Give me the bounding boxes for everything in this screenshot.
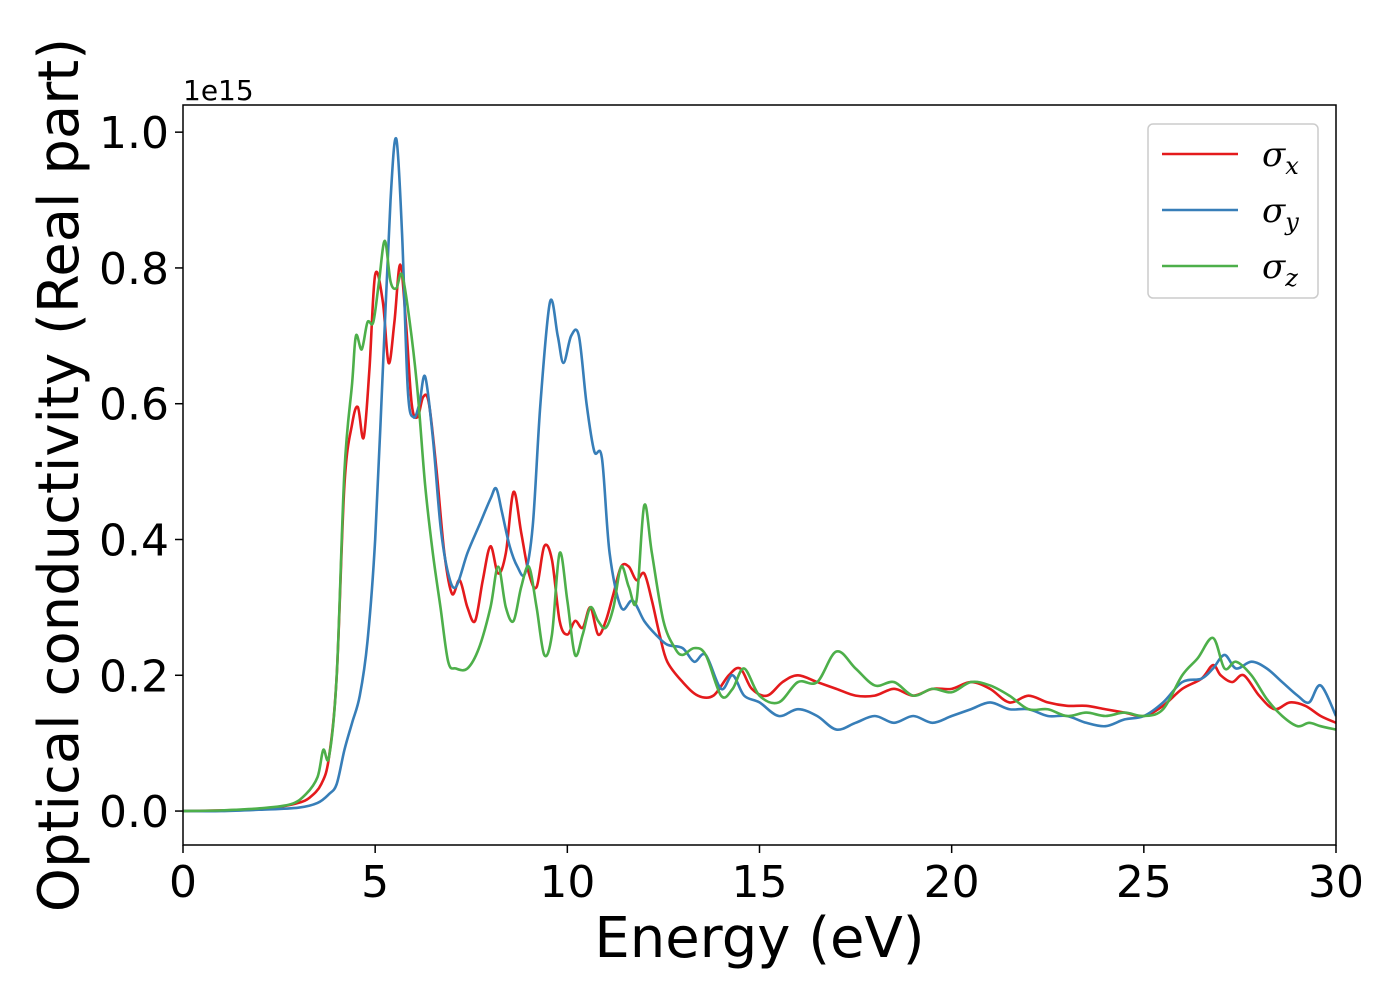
- x-axis: 0 5 10 15 20 25 30: [169, 845, 1364, 908]
- x-tick-label: 10: [539, 857, 595, 908]
- series-layer: [183, 136, 1336, 813]
- legend-label-z: σz: [1262, 247, 1298, 292]
- y-axis-title: Optical conductivity (Real part): [27, 38, 92, 912]
- y-axis: 0.0 0.2 0.4 0.6 0.8 1.0: [99, 108, 183, 838]
- y-tick-label: 1.0: [99, 108, 169, 159]
- x-axis-title: Energy (eV): [594, 906, 924, 971]
- x-tick-label: 30: [1308, 857, 1364, 908]
- legend-symbol: σ: [1262, 191, 1286, 231]
- y-tick-label: 0.8: [99, 244, 169, 295]
- series-line-x: [183, 263, 1336, 813]
- series-line-z: [183, 239, 1336, 813]
- legend-subscript: x: [1285, 152, 1299, 180]
- y-tick-label: 0.2: [99, 651, 169, 702]
- x-tick-label: 0: [169, 857, 197, 908]
- legend-symbol: σ: [1262, 135, 1286, 175]
- x-tick-label: 25: [1116, 857, 1172, 908]
- y-tick-label: 0.4: [99, 515, 169, 566]
- legend-subscript: y: [1284, 208, 1299, 236]
- legend-symbol: σ: [1262, 247, 1286, 287]
- series-line-y: [183, 136, 1336, 813]
- y-tick-label: 0.6: [99, 380, 169, 431]
- legend-subscript: z: [1284, 264, 1298, 292]
- legend-label-y: σy: [1262, 191, 1299, 236]
- y-axis-offset-label: 1e15: [183, 74, 254, 107]
- x-tick-label: 5: [361, 857, 389, 908]
- x-tick-label: 20: [924, 857, 980, 908]
- legend-label-x: σx: [1262, 135, 1299, 180]
- x-tick-label: 15: [732, 857, 788, 908]
- y-tick-label: 0.0: [99, 787, 169, 838]
